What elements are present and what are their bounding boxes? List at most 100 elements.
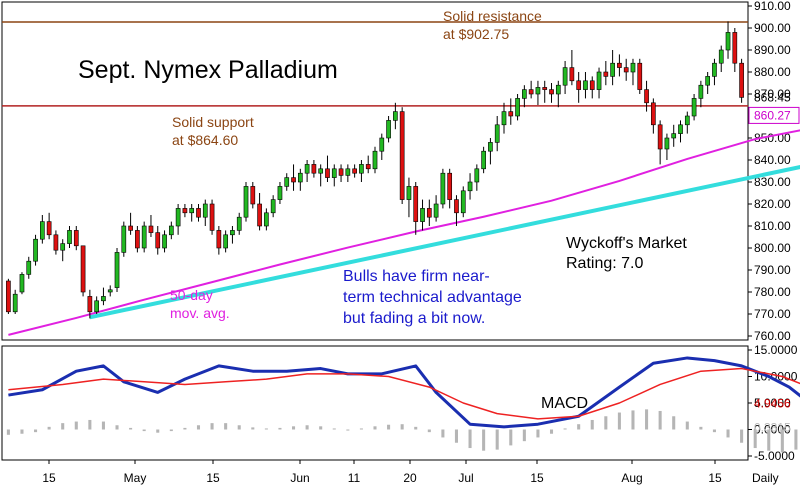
candle-body: [331, 168, 337, 178]
x-axis-tick-label: 15: [206, 471, 220, 485]
price-tag-label: 860.27: [754, 108, 791, 122]
candle-body: [6, 280, 11, 313]
candle-body: [264, 212, 269, 227]
candle-body: [73, 230, 79, 247]
macd-histogram-bar: [631, 410, 635, 430]
macd-histogram-bar: [6, 429, 10, 435]
macd-histogram-bar: [156, 429, 160, 433]
candle-body: [413, 186, 419, 222]
macd-axis-tick-label: -5.0000: [754, 449, 795, 463]
macd-histogram-bar: [577, 424, 581, 430]
candle-body: [162, 234, 167, 249]
candle-body: [678, 124, 683, 134]
candle-body: [345, 168, 351, 176]
macd-histogram-bar: [767, 429, 771, 451]
candle-body: [53, 234, 59, 251]
macd-histogram-bar: [794, 429, 798, 450]
candle-body: [128, 225, 133, 231]
candle-body: [684, 115, 690, 126]
candle-body: [508, 111, 514, 117]
candle-body: [101, 296, 106, 302]
candle-body: [569, 67, 575, 82]
price-axis-tick-label: 870.00: [754, 87, 791, 101]
candle-body: [257, 203, 262, 227]
candle-body: [121, 225, 127, 253]
candle-body: [135, 230, 140, 249]
candle-body: [406, 186, 412, 200]
candle-body: [651, 102, 656, 126]
candle-body: [67, 230, 72, 244]
candle-body: [562, 67, 568, 86]
candle-body: [657, 124, 663, 150]
candle-body: [243, 186, 249, 218]
candle-body: [270, 199, 276, 214]
macd-histogram-bar: [319, 426, 323, 430]
candle-body: [12, 293, 18, 313]
candle-body: [603, 71, 609, 77]
candle-body: [555, 84, 561, 95]
macd-histogram-bar: [196, 425, 201, 430]
macd-histogram-bar: [753, 429, 757, 449]
price-axis-tick-label: 760.00: [754, 329, 791, 343]
price-axis-tick-label: 780.00: [754, 285, 791, 299]
candle-body: [26, 260, 32, 275]
candle-body: [297, 172, 303, 183]
candle-body: [488, 142, 493, 152]
macd-histogram-bar: [617, 412, 621, 430]
candle-body: [399, 111, 405, 200]
macd-histogram-bar: [536, 429, 540, 438]
macd-panel-frame: [1, 345, 749, 461]
candle-body: [433, 203, 439, 218]
macd-histogram-bar: [712, 429, 716, 433]
candle-body: [236, 216, 242, 231]
candle-body: [80, 245, 86, 293]
macd-axis-tick-label: 5.0000: [754, 396, 791, 410]
macd-histogram-bar: [101, 421, 105, 430]
candle-body: [732, 32, 738, 64]
macd-histogram-bar: [210, 423, 214, 430]
uptrend-line: [89, 165, 800, 320]
candle-body: [623, 67, 629, 73]
candle-body: [467, 181, 473, 192]
x-axis-tick-label: 15: [530, 471, 544, 485]
macd-histogram-bar: [278, 427, 282, 430]
candle-body: [705, 76, 710, 86]
candle-body: [230, 230, 235, 236]
candle-body: [46, 221, 52, 236]
macd-histogram-bar: [387, 424, 391, 430]
macd-histogram-bar: [604, 416, 608, 430]
candle-body: [583, 80, 588, 90]
price-axis-tick-label: 840.00: [754, 153, 791, 167]
candle-body: [739, 62, 744, 98]
macd-histogram-bar: [47, 426, 51, 430]
candle-body: [542, 87, 548, 90]
macd-tag-label: 0.3315: [754, 421, 791, 435]
price-axis-tick-label: 790.00: [754, 263, 791, 277]
candle-body: [589, 80, 595, 90]
candle-body: [216, 230, 222, 249]
macd-histogram-bar: [34, 429, 38, 433]
candle-body: [698, 84, 704, 99]
x-axis-tick-label: 15: [42, 471, 56, 485]
macd-histogram-bar: [115, 425, 119, 430]
macd-histogram-bar: [522, 429, 526, 442]
macd-histogram-bar: [549, 429, 554, 434]
macd-line: [8, 356, 800, 429]
price-axis-tick-label: 810.00: [754, 219, 791, 233]
signal-line: [8, 367, 800, 420]
candle-body: [447, 172, 453, 200]
macd-histogram-bar: [427, 429, 431, 433]
macd-histogram-bar: [142, 429, 146, 432]
candle-body: [196, 208, 201, 218]
x-axis-tick-label: Jun: [290, 471, 309, 485]
macd-histogram-bar: [88, 419, 92, 430]
candle-body: [175, 208, 181, 227]
candle-body: [87, 296, 93, 313]
macd-histogram-bar: [74, 421, 78, 430]
candle-body: [379, 137, 385, 152]
candle-body: [644, 89, 649, 104]
macd-histogram-bar: [20, 429, 24, 434]
x-axis-tick-label: Jul: [458, 471, 473, 485]
